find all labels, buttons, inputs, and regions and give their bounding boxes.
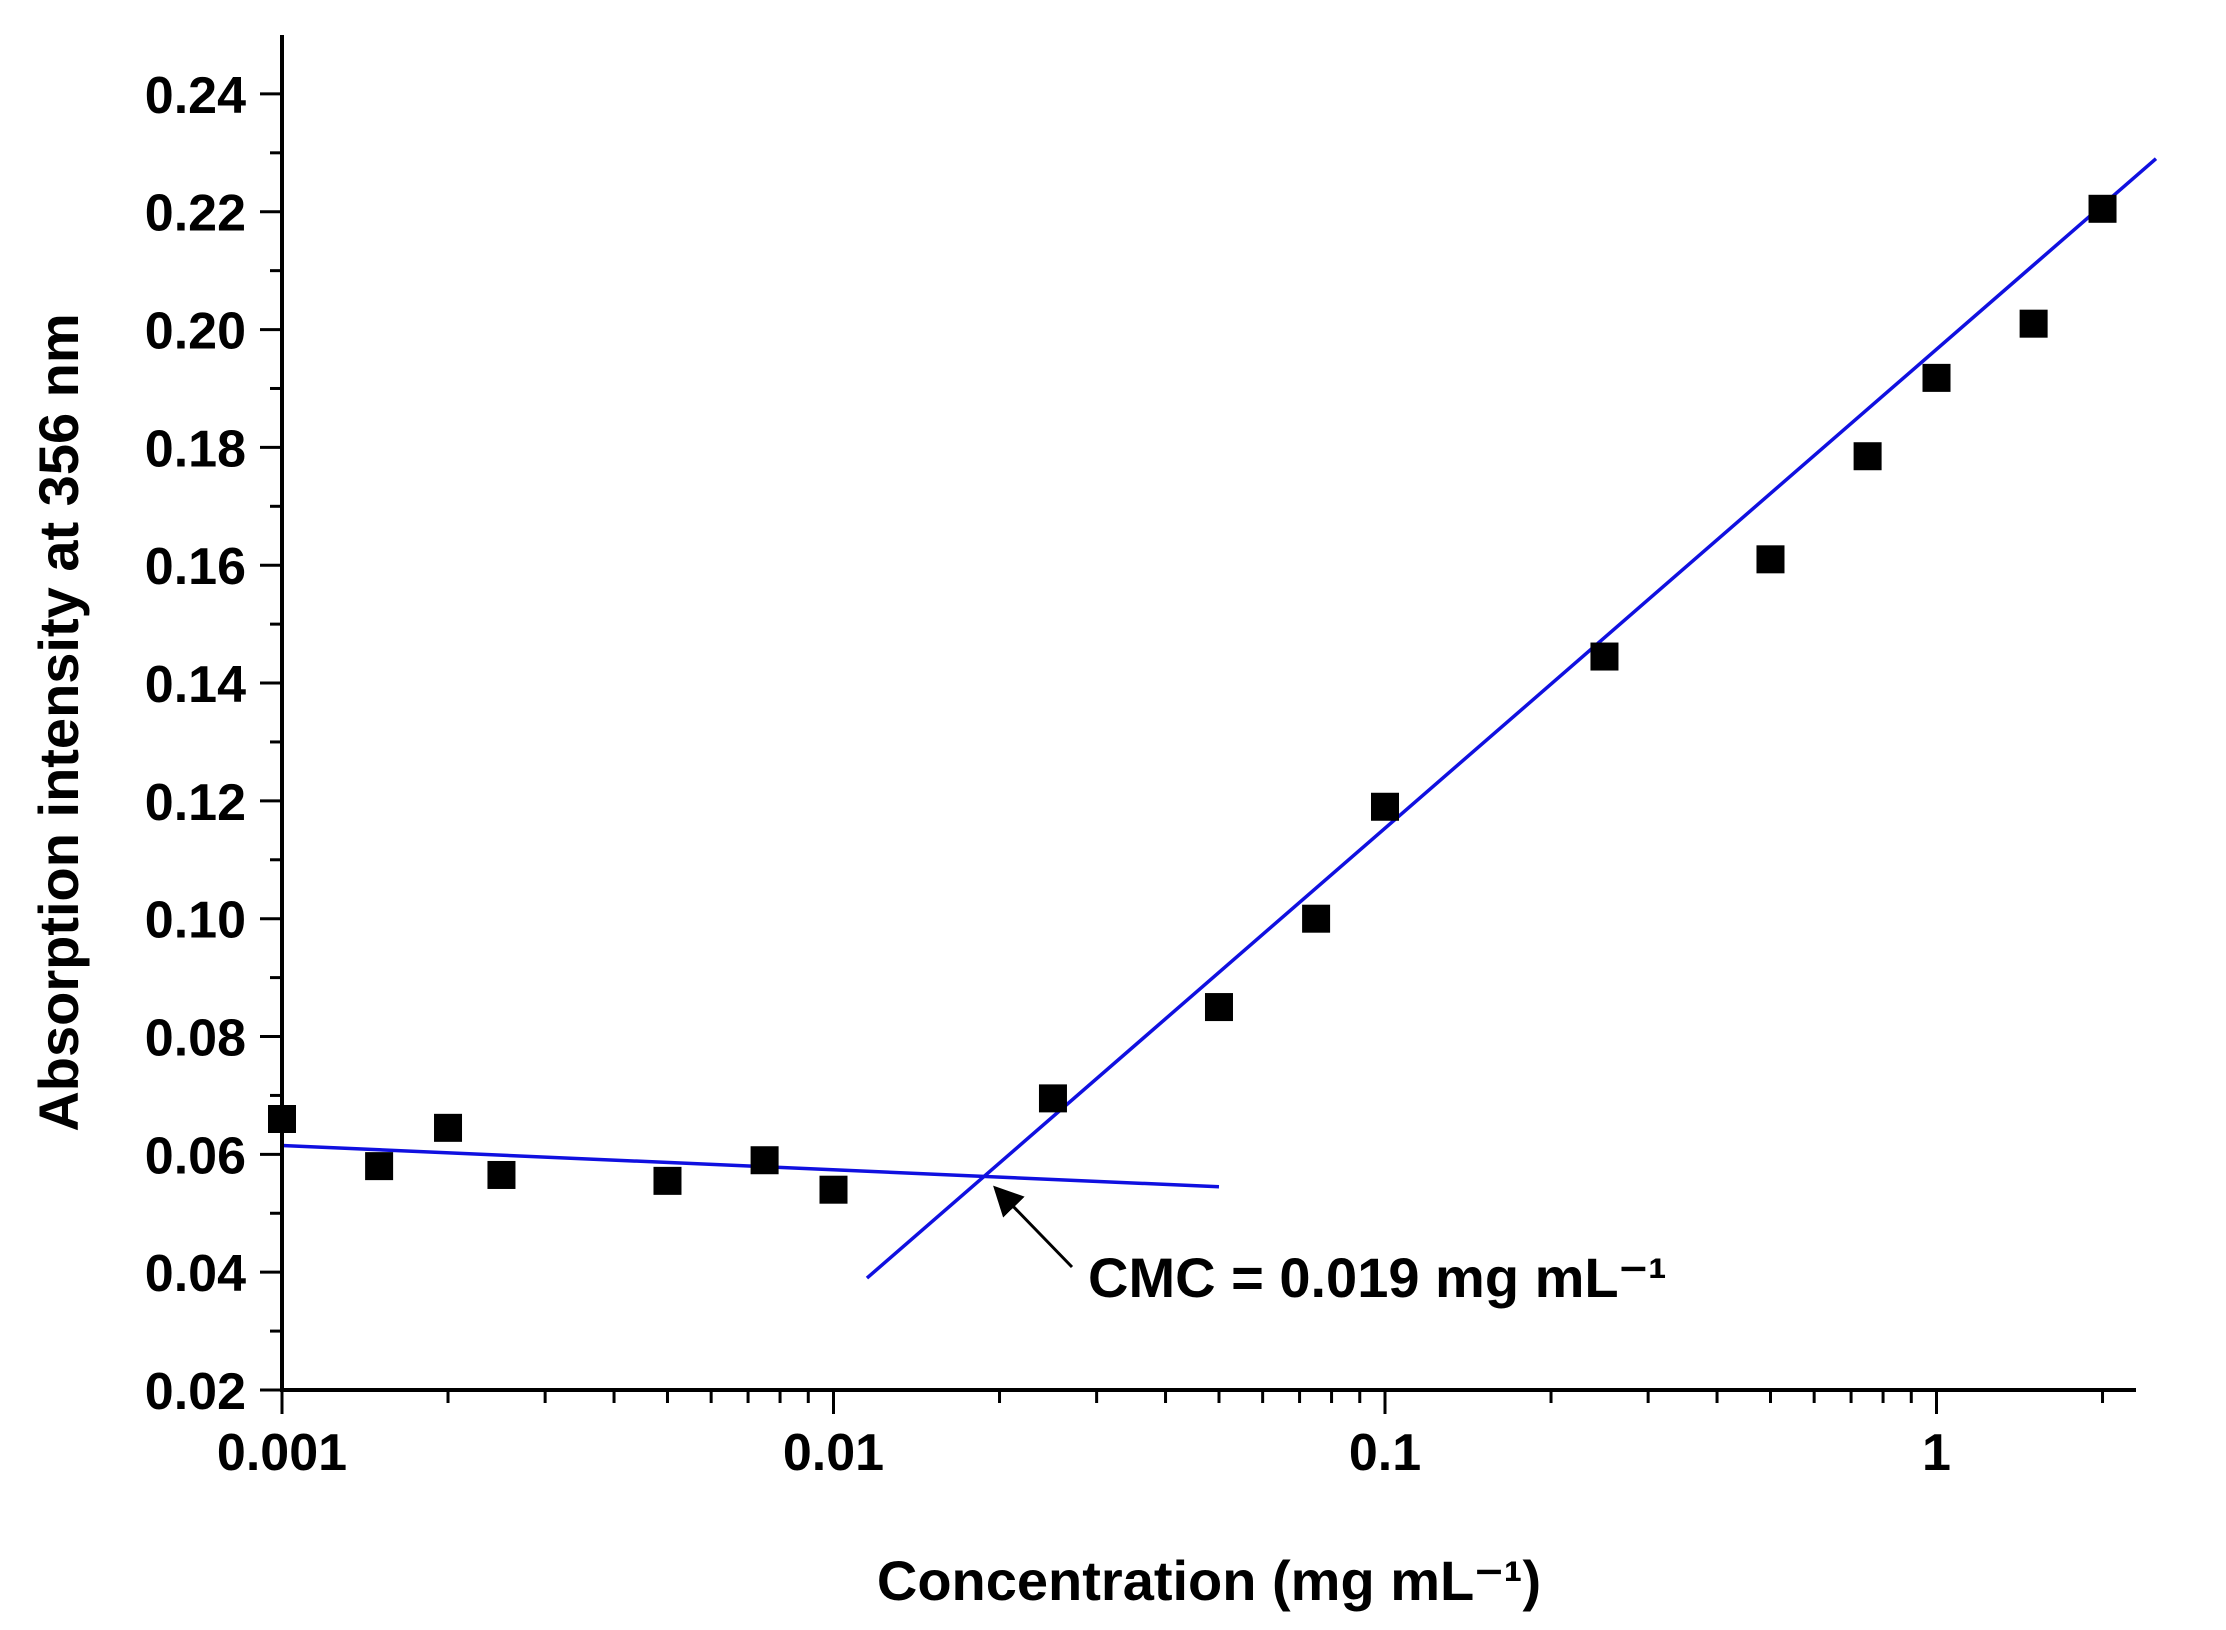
y-tick-label: 0.06 <box>145 1127 246 1185</box>
data-point <box>1922 363 1951 392</box>
data-point <box>653 1166 682 1195</box>
y-tick-label: 0.24 <box>145 67 246 125</box>
data-point <box>1590 642 1619 671</box>
data-point <box>1204 993 1233 1022</box>
axes <box>280 35 2136 1392</box>
x-axis-title: Concentration (mg mL⁻¹) <box>877 1549 1541 1612</box>
data-points <box>268 194 2117 1204</box>
cmc-arrow <box>993 1185 1074 1269</box>
data-point <box>2019 309 2048 338</box>
y-tick-label: 0.16 <box>145 538 246 596</box>
x-tick-label: 1 <box>1922 1424 1951 1482</box>
x-tick-label: 0.001 <box>217 1424 347 1482</box>
ticks: 0.02 0.04 0.06 0.08 0.10 0.12 0.14 0.16 0.18 0.20… <box>145 67 2105 1482</box>
data-point <box>1853 442 1882 471</box>
data-point <box>1302 904 1331 933</box>
data-point <box>1371 792 1400 821</box>
data-point <box>819 1175 848 1204</box>
data-point <box>2088 194 2117 223</box>
y-tick-label: 0.02 <box>145 1363 246 1421</box>
y-tick-label: 0.18 <box>145 420 246 478</box>
x-tick-label: 0.01 <box>783 1424 884 1482</box>
cmc-annotation: CMC = 0.019 mg mL⁻¹ <box>1088 1246 1667 1309</box>
x-tick-label: 0.1 <box>1349 1424 1421 1482</box>
data-point <box>434 1113 463 1142</box>
y-tick-label: 0.14 <box>145 656 246 714</box>
data-point <box>1038 1084 1067 1113</box>
y-tick-label: 0.04 <box>145 1245 246 1303</box>
data-point <box>365 1152 394 1181</box>
post-cmc-fit-line <box>865 157 2158 1280</box>
data-point <box>1756 545 1785 574</box>
y-tick-label: 0.12 <box>145 774 246 832</box>
y-tick-label: 0.08 <box>145 1010 246 1068</box>
pre-cmc-fit-line <box>281 1143 1220 1189</box>
y-tick-label: 0.20 <box>145 303 246 361</box>
data-point <box>750 1146 779 1175</box>
fit-lines <box>281 157 2158 1280</box>
y-tick-label: 0.10 <box>145 892 246 950</box>
data-point <box>487 1160 516 1189</box>
y-axis-title: Absorption intensity at 356 nm <box>27 313 90 1131</box>
y-tick-label: 0.22 <box>145 185 246 243</box>
